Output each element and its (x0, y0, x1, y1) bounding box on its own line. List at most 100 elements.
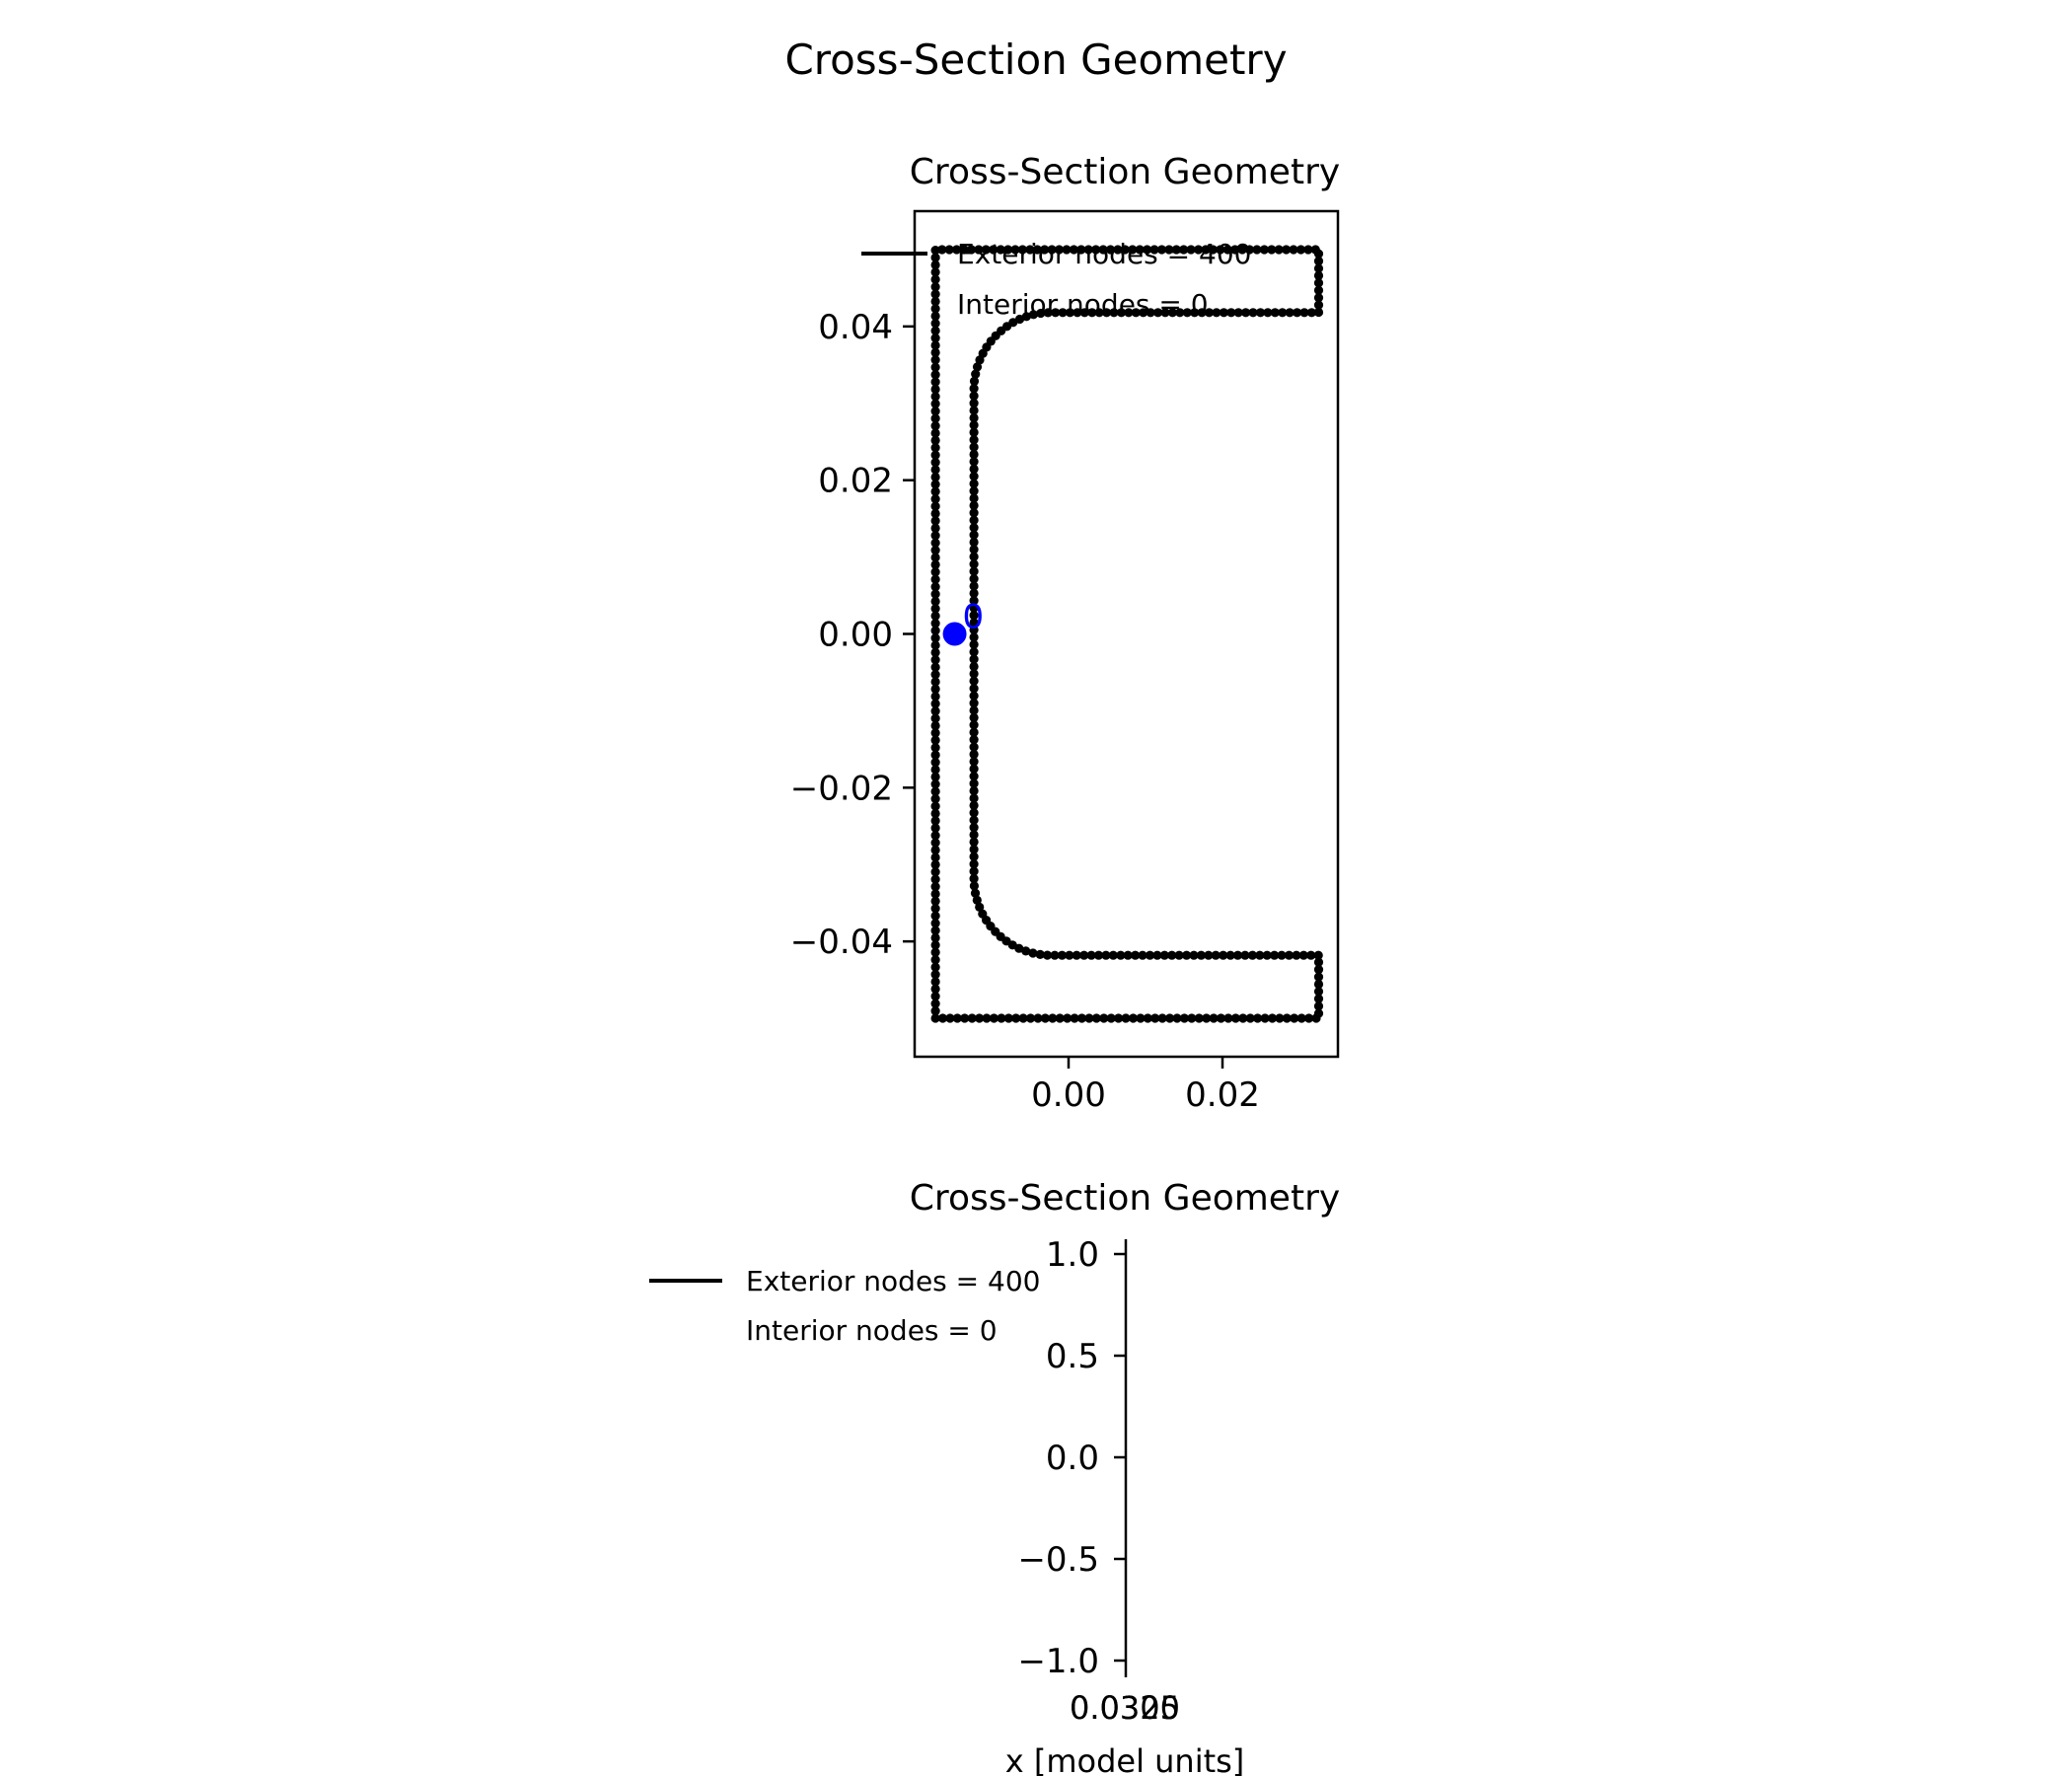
exterior-node (930, 253, 940, 262)
exterior-node (930, 274, 940, 284)
exterior-node (930, 604, 940, 614)
exterior-node (1295, 245, 1306, 255)
exterior-node (930, 713, 940, 723)
exterior-node (930, 932, 940, 943)
exterior-node (982, 1013, 992, 1023)
exterior-node (930, 428, 940, 438)
exterior-node (1259, 245, 1269, 255)
exterior-node (1131, 308, 1141, 318)
exterior-node (1306, 950, 1316, 960)
centroid-marker (942, 622, 967, 646)
exterior-node (1240, 950, 1250, 960)
exterior-node (930, 970, 940, 980)
exterior-node (1116, 950, 1126, 960)
legend-entry-exterior: Exterior nodes = 400 (746, 1265, 1040, 1297)
exterior-node (1065, 950, 1074, 960)
y-tick-label: 0.0 (1046, 1439, 1099, 1478)
exterior-node (997, 1013, 1006, 1023)
exterior-node (1136, 1013, 1146, 1023)
exterior-node (1216, 1013, 1226, 1023)
exterior-node (930, 735, 940, 745)
chart-2-legend: Exterior nodes = 400 Interior nodes = 0 (649, 1265, 1040, 1347)
exterior-node (1313, 300, 1324, 310)
chart-2-title: Cross-Section Geometry (910, 1178, 1340, 1219)
exterior-node (969, 735, 979, 745)
exterior-node (1179, 1013, 1189, 1023)
exterior-node (969, 669, 979, 679)
exterior-node (1244, 245, 1255, 255)
exterior-node (930, 626, 940, 635)
exterior-node (1274, 245, 1284, 255)
exterior-node (969, 376, 980, 386)
exterior-node (930, 692, 940, 702)
exterior-node (969, 830, 979, 840)
exterior-node (1296, 1013, 1306, 1023)
exterior-node (1033, 1013, 1043, 1023)
exterior-node (930, 289, 940, 299)
exterior-node (1101, 950, 1111, 960)
exterior-node (937, 1013, 948, 1023)
exterior-node (930, 465, 940, 475)
exterior-node (1303, 245, 1313, 255)
chart-2-xtick-label-1: 0.0300 (1070, 1689, 1180, 1727)
exterior-node (969, 684, 979, 694)
exterior-node (969, 523, 979, 533)
exterior-node (969, 618, 979, 628)
exterior-node (1209, 1013, 1219, 1023)
exterior-node (930, 925, 940, 935)
exterior-node (969, 808, 979, 818)
exterior-node (930, 874, 940, 884)
exterior-node (930, 845, 940, 855)
exterior-node (1313, 257, 1324, 266)
exterior-node (1285, 308, 1295, 318)
exterior-node (966, 245, 977, 255)
exterior-node (930, 596, 940, 607)
exterior-node (1282, 1013, 1292, 1023)
exterior-node (1253, 1013, 1263, 1023)
exterior-node (1241, 308, 1251, 318)
exterior-node (1109, 308, 1119, 318)
centroid: 0 (942, 598, 984, 646)
exterior-node (930, 1006, 940, 1016)
exterior-node (930, 516, 940, 526)
exterior-node (969, 785, 979, 796)
exterior-node (1073, 308, 1082, 318)
exterior-node (1270, 950, 1280, 960)
exterior-node (1113, 245, 1123, 255)
exterior-node (1010, 245, 1020, 255)
exterior-node (1091, 245, 1101, 255)
y-tick-label: −0.02 (790, 769, 893, 808)
exterior-node (930, 267, 940, 277)
exterior-node (1131, 950, 1141, 960)
exterior-node (1135, 245, 1145, 255)
exterior-node (1267, 1013, 1278, 1023)
exterior-node (930, 582, 940, 592)
exterior-node (969, 420, 979, 430)
exterior-node (969, 500, 979, 510)
exterior-node (930, 370, 940, 380)
exterior-node (930, 407, 940, 416)
exterior-node (1042, 950, 1053, 960)
exterior-node (930, 772, 940, 782)
exterior-node (1255, 308, 1266, 318)
exterior-node (1175, 308, 1185, 318)
exterior-node (1204, 950, 1214, 960)
exterior-node (969, 464, 979, 474)
exterior-node (930, 743, 940, 753)
exterior-node (969, 406, 979, 415)
exterior-node (996, 245, 1005, 255)
exterior-node (1255, 950, 1265, 960)
chart-1-title: Cross-Section Geometry (910, 152, 1340, 192)
exterior-node (1099, 1013, 1109, 1023)
exterior-node (930, 882, 940, 892)
chart-1-legend: Exterior nodes = 400 Interior nodes = 0 (861, 238, 1251, 321)
exterior-node (1313, 950, 1323, 960)
exterior-node (1247, 950, 1257, 960)
exterior-node (930, 340, 940, 350)
exterior-node (1152, 950, 1162, 960)
exterior-node (1313, 293, 1324, 303)
exterior-node (930, 508, 940, 519)
exterior-node (970, 888, 981, 898)
exterior-node (969, 881, 980, 891)
exterior-node (1245, 1013, 1255, 1023)
